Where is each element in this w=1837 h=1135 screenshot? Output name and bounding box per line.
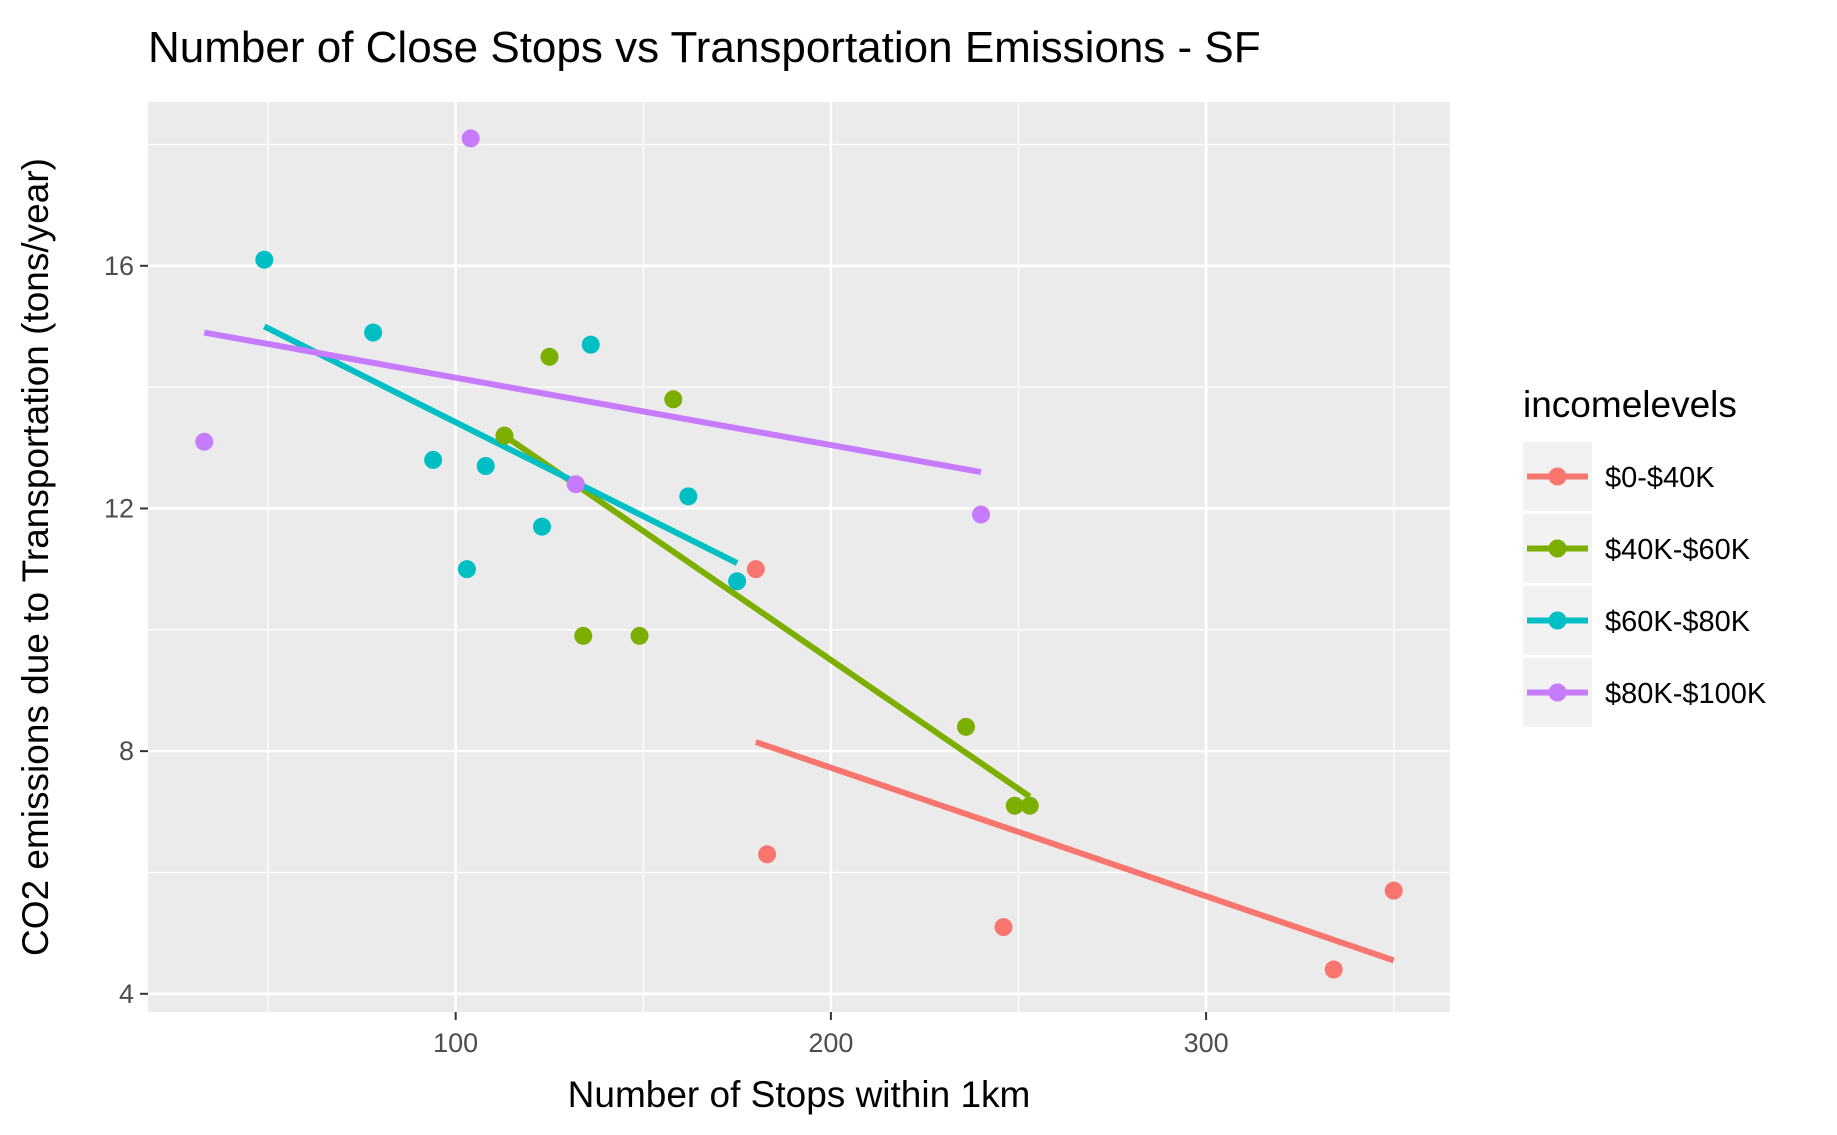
trend-line <box>502 433 1032 800</box>
y-tick-label: 4 <box>119 979 134 1009</box>
data-point <box>574 626 593 645</box>
data-point <box>495 426 514 445</box>
x-axis: 100 200 300 <box>433 1012 1229 1058</box>
legend-title: incomelevels <box>1523 384 1737 425</box>
data-point <box>1324 960 1343 979</box>
plot-panel <box>148 102 1450 1012</box>
data-point <box>364 323 383 342</box>
data-point <box>540 347 559 366</box>
data-point <box>994 918 1013 937</box>
x-tick-label: 100 <box>433 1028 478 1058</box>
data-point <box>956 717 975 736</box>
y-tick-label: 8 <box>119 736 134 766</box>
y-tick-label: 16 <box>104 251 134 281</box>
legend-key-point <box>1548 539 1567 558</box>
data-point <box>679 487 698 506</box>
y-axis-title: CO2 emissions due to Transportation (ton… <box>15 158 56 956</box>
x-tick-label: 200 <box>808 1028 853 1058</box>
legend-key-point <box>1548 611 1567 630</box>
y-axis: 4 8 12 16 <box>104 251 148 1009</box>
data-point <box>457 560 476 579</box>
major-gridlines <box>148 102 1450 1012</box>
trend-line <box>262 323 739 566</box>
data-point <box>424 450 443 469</box>
legend: incomelevels $0-$40K $40K-$60K $60K-$80K $8… <box>1523 384 1767 727</box>
legend-label: $0-$40K <box>1605 462 1715 494</box>
y-tick-label: 12 <box>104 493 134 523</box>
legend-label: $80K-$100K <box>1605 678 1767 710</box>
legend-label: $60K-$80K <box>1605 606 1751 638</box>
data-points <box>195 129 1403 979</box>
trend-line <box>754 739 1395 964</box>
x-tick-label: 300 <box>1184 1028 1229 1058</box>
data-point <box>532 517 551 536</box>
data-point <box>581 335 600 354</box>
data-point <box>1020 796 1039 815</box>
data-point <box>195 432 214 451</box>
data-point <box>758 845 777 864</box>
trend-line <box>203 329 982 476</box>
data-point <box>476 457 495 475</box>
data-point <box>746 560 765 579</box>
data-point <box>728 572 747 591</box>
data-point <box>255 250 274 269</box>
chart-title: Number of Close Stops vs Transportation … <box>148 23 1261 72</box>
x-axis-title: Number of Stops within 1km <box>568 1074 1031 1115</box>
data-point <box>461 129 480 148</box>
data-point <box>630 626 649 645</box>
data-point <box>664 390 683 409</box>
legend-key-point <box>1548 683 1567 702</box>
data-point <box>1005 796 1024 815</box>
data-point <box>971 505 990 524</box>
legend-key-point <box>1548 467 1567 486</box>
minor-gridlines <box>148 102 1450 1012</box>
data-point <box>566 475 585 494</box>
legend-label: $40K-$60K <box>1605 534 1751 566</box>
data-point <box>1384 881 1403 900</box>
trend-lines <box>203 323 1395 964</box>
